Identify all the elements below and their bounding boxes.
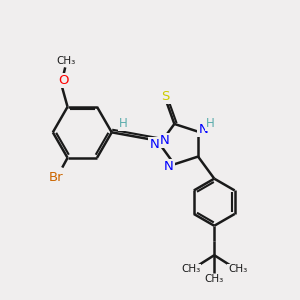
Text: N: N [160, 134, 169, 147]
Text: N: N [164, 160, 174, 173]
Text: methyl: methyl [48, 56, 82, 67]
Text: CH₃: CH₃ [56, 56, 75, 67]
Text: Br: Br [49, 171, 63, 184]
Text: O: O [58, 74, 68, 87]
Text: H: H [206, 117, 215, 130]
Text: methoxy—: methoxy— [39, 56, 92, 66]
Text: CH₃: CH₃ [181, 264, 200, 274]
Text: S: S [161, 90, 170, 104]
Text: O: O [58, 74, 68, 87]
Text: CH₃: CH₃ [228, 264, 248, 274]
Text: H: H [119, 117, 128, 130]
Text: CH₃: CH₃ [205, 274, 224, 284]
Text: N: N [149, 138, 159, 151]
Text: N: N [199, 123, 208, 136]
